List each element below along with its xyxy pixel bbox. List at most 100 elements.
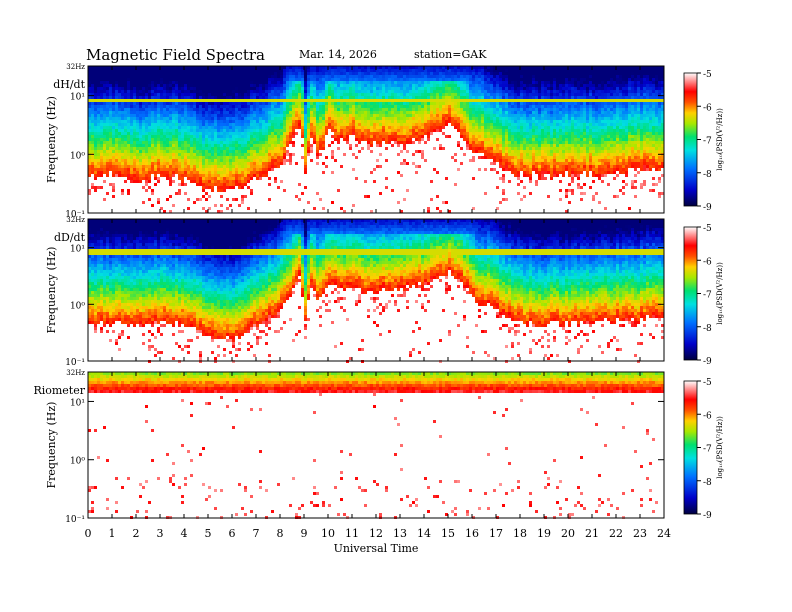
spectrogram-cell — [133, 132, 136, 135]
spectrogram-cell — [391, 189, 394, 192]
spectrogram-cell — [490, 111, 493, 114]
spectrogram-cell — [505, 111, 508, 114]
spectrogram-cell — [88, 192, 91, 195]
spectrogram-cell — [142, 174, 145, 177]
spectrogram-cell — [517, 87, 520, 90]
spectrogram-cell — [259, 141, 262, 144]
spectrogram-cell — [100, 81, 103, 84]
spectrogram-cell — [190, 84, 193, 87]
spectrogram-cell — [391, 123, 394, 126]
spectrogram-cell — [145, 138, 148, 141]
spectrogram-cell — [103, 198, 106, 201]
spectrogram-cell — [358, 111, 361, 114]
spectrogram-cell — [169, 87, 172, 90]
spectrogram-cell — [358, 66, 361, 69]
spectrogram-cell — [271, 159, 274, 162]
spectrogram-cell — [199, 81, 202, 84]
spectrogram-cell — [115, 114, 118, 117]
spectrogram-cell — [196, 183, 199, 186]
spectrogram-cell — [505, 126, 508, 129]
spectrogram-cell — [193, 105, 196, 108]
spectrogram-cell — [163, 84, 166, 87]
spectrogram-cell — [280, 180, 283, 183]
spectrogram-cell — [349, 147, 352, 150]
spectrogram-cell — [106, 162, 109, 165]
spectrogram-cell — [346, 66, 349, 69]
spectrogram-cell — [358, 117, 361, 120]
spectrogram-cell — [280, 102, 283, 105]
spectrogram-cell — [181, 90, 184, 93]
spectrogram-cell — [88, 189, 91, 192]
spectrogram-cell — [361, 87, 364, 90]
spectrogram-cell — [229, 102, 232, 105]
spectrogram-cell — [268, 108, 271, 111]
spectrogram-cell — [118, 117, 121, 120]
spectrogram-cell — [142, 123, 145, 126]
spectrogram-cell — [343, 138, 346, 141]
spectrogram-cell — [88, 171, 91, 174]
spectrogram-cell — [235, 111, 238, 114]
spectrogram-cell — [451, 120, 454, 123]
spectrogram-cell — [319, 144, 322, 147]
spectrogram-cell — [118, 126, 121, 129]
spectrogram-cell — [160, 99, 163, 102]
spectrogram-cell — [361, 132, 364, 135]
spectrogram-cell — [130, 117, 133, 120]
spectrogram-cell — [121, 90, 124, 93]
spectrogram-cell — [352, 99, 355, 102]
spectrogram-cell — [208, 147, 211, 150]
spectrogram-cell — [298, 120, 301, 123]
spectrogram-cell — [253, 72, 256, 75]
spectrogram-cell — [106, 69, 109, 72]
spectrogram-cell — [286, 123, 289, 126]
spectrogram-cell — [298, 117, 301, 120]
spectrogram-cell — [178, 147, 181, 150]
spectrogram-cell — [343, 75, 346, 78]
spectrogram-cell — [97, 165, 100, 168]
spectrogram-cell — [454, 183, 457, 186]
spectrogram-cell — [187, 141, 190, 144]
spectrogram-cell — [115, 102, 118, 105]
spectrogram-cell — [331, 126, 334, 129]
spectrogram-cell — [193, 147, 196, 150]
spectrogram-cell — [136, 153, 139, 156]
spectrogram-cell — [505, 141, 508, 144]
spectrogram-cell — [106, 156, 109, 159]
spectrogram-cell — [151, 204, 154, 207]
spectrogram-cell — [130, 90, 133, 93]
spectrogram-cell — [484, 126, 487, 129]
spectrogram-cell — [127, 90, 130, 93]
spectrogram-cell — [169, 159, 172, 162]
spectrogram-cell — [175, 105, 178, 108]
spectrogram-cell — [484, 192, 487, 195]
spectrogram-cell — [523, 117, 526, 120]
spectrogram-cell — [325, 105, 328, 108]
spectrogram-cell — [178, 111, 181, 114]
spectrogram-cell — [466, 120, 469, 123]
spectrogram-cell — [382, 108, 385, 111]
spectrogram-cell — [265, 162, 268, 165]
spectrogram-cell — [364, 99, 367, 102]
spectrogram-cell — [460, 102, 463, 105]
spectrogram-cell — [250, 93, 253, 96]
spectrogram-cell — [115, 150, 118, 153]
spectrogram-cell — [340, 111, 343, 114]
spectrogram-cell — [151, 132, 154, 135]
spectrogram-cell — [415, 135, 418, 138]
spectrogram-cell — [175, 129, 178, 132]
spectrogram-cell — [472, 69, 475, 72]
spectrogram-cell — [130, 129, 133, 132]
spectrogram-cell — [514, 81, 517, 84]
spectrogram-cell — [145, 93, 148, 96]
spectrogram-cell — [205, 108, 208, 111]
spectrogram-cell — [373, 180, 376, 183]
spectrogram-cell — [220, 66, 223, 69]
spectrogram-cell — [472, 99, 475, 102]
spectrogram-cell — [385, 135, 388, 138]
spectrogram-cell — [433, 72, 436, 75]
spectrogram-cell — [265, 174, 268, 177]
spectrogram-cell — [175, 159, 178, 162]
spectrogram-cell — [232, 153, 235, 156]
spectrogram-cell — [358, 129, 361, 132]
spectrogram-cell — [340, 120, 343, 123]
